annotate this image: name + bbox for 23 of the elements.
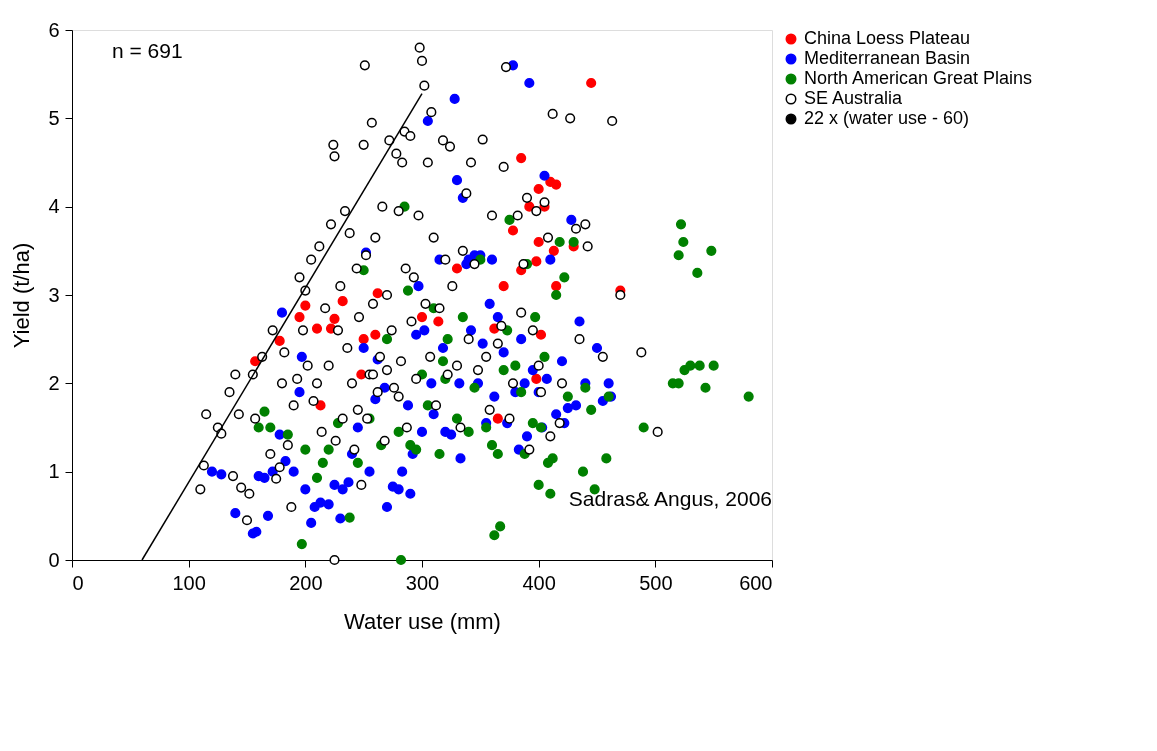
x-axis-title: Water use (mm) [344, 608, 501, 634]
x-tick-label: 100 [172, 571, 206, 594]
legend-label: 22 x (water use - 60) [804, 108, 970, 128]
annotation: n = 691 [112, 39, 183, 62]
annotation: Sadras& Angus, 2006 [568, 487, 772, 510]
y-tick-label: 5 [48, 106, 60, 129]
legend-label: China Loess Plateau [804, 28, 971, 48]
legend-label: SE Australia [804, 88, 904, 108]
x-tick-label: 300 [405, 571, 440, 594]
y-tick-label: 1 [48, 460, 60, 483]
x-tick-label: 400 [522, 571, 556, 594]
y-tick-label: 0 [48, 548, 60, 571]
y-tick-label: 4 [48, 195, 60, 218]
x-tick-label: 200 [289, 571, 323, 594]
y-tick-label: 2 [48, 371, 60, 394]
y-tick-label: 3 [48, 283, 60, 306]
x-tick-label: 600 [739, 571, 773, 594]
x-tick-label: 500 [639, 571, 673, 594]
legend-label: North American Great Plains [804, 68, 1033, 88]
legend-label: Mediterranean Basin [804, 48, 971, 68]
y-axis-title: Yield (t/ha) [9, 242, 35, 349]
x-tick-label: 0 [72, 571, 84, 594]
y-tick-label: 6 [48, 18, 60, 41]
